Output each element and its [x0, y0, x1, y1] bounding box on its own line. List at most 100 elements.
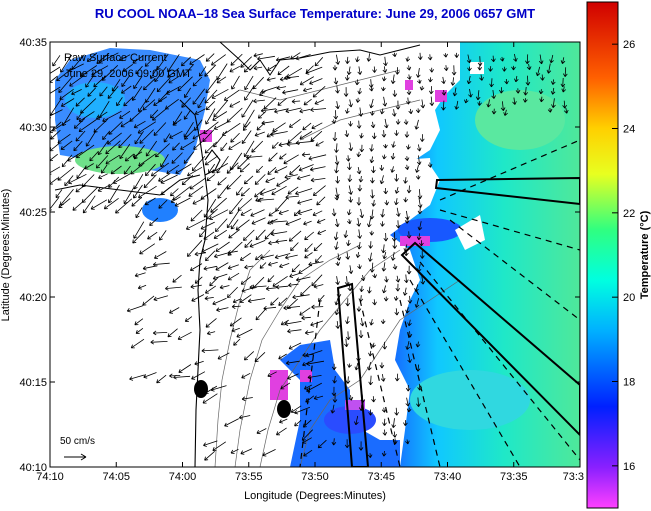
current-vector [201, 243, 219, 253]
current-vector [405, 56, 411, 62]
current-vector [512, 97, 517, 105]
current-vector [500, 101, 506, 111]
current-vector [227, 286, 238, 298]
scale-label: 50 cm/s [60, 436, 95, 447]
current-vector [130, 162, 145, 175]
current-vector [264, 229, 275, 240]
current-vector [231, 327, 240, 333]
current-vector [343, 230, 349, 238]
current-vector [256, 428, 267, 435]
current-vector [142, 99, 156, 111]
current-vector [310, 107, 327, 113]
current-vector [369, 98, 374, 109]
current-vector [152, 107, 168, 121]
current-vector [370, 189, 375, 199]
current-vector [102, 131, 110, 140]
current-vector [181, 97, 191, 108]
current-vector [167, 54, 180, 73]
current-vector [275, 56, 291, 62]
sst-patch [65, 82, 125, 118]
current-vector [97, 140, 109, 156]
current-vector [133, 75, 143, 89]
current-vector [211, 54, 226, 66]
current-vector [236, 328, 253, 338]
current-vector [60, 54, 73, 73]
current-vector [299, 131, 313, 140]
current-vector [354, 415, 359, 426]
current-vector [305, 66, 323, 75]
current-vector [163, 133, 171, 143]
current-vector [278, 353, 287, 360]
y-tick-label: 40:25 [19, 207, 47, 219]
current-vector [105, 154, 120, 165]
current-vector [190, 209, 203, 222]
current-vector [302, 419, 312, 428]
current-vector [405, 97, 411, 105]
current-vector [309, 78, 323, 85]
current-vector [345, 155, 351, 162]
current-vector [390, 251, 396, 261]
current-vector [464, 98, 469, 104]
current-vector [219, 284, 230, 290]
map-title: RU COOL NOAA–18 Sea Surface Temperature:… [94, 6, 536, 21]
current-vector [153, 122, 167, 136]
current-vector [86, 52, 98, 62]
current-vector [217, 352, 230, 360]
current-vector [126, 305, 144, 313]
current-vector [263, 97, 277, 110]
current-vector [344, 74, 350, 81]
current-vector [169, 373, 181, 379]
current-vector [194, 251, 207, 257]
current-vector [347, 162, 352, 171]
current-vector [160, 186, 171, 196]
current-vector [150, 65, 159, 79]
current-vector [315, 255, 322, 263]
current-vector [158, 173, 170, 182]
current-vector [143, 78, 156, 91]
current-vector [156, 77, 171, 93]
current-vector [108, 184, 120, 204]
current-vector [311, 274, 323, 287]
current-vector [131, 196, 143, 207]
current-vector [511, 65, 516, 71]
current-vector [392, 52, 397, 57]
current-vector [134, 318, 144, 326]
current-vector [369, 319, 374, 326]
current-vector [69, 74, 85, 87]
current-vector [416, 397, 421, 407]
x-tick-label: 73:55 [235, 471, 263, 483]
current-vector [404, 217, 410, 224]
current-vector [203, 265, 218, 271]
current-vector [312, 185, 326, 196]
colorbar-tick-label: 26 [623, 39, 635, 51]
current-vector [265, 177, 276, 183]
current-vector [212, 111, 228, 121]
current-vector [334, 195, 340, 201]
current-vector [230, 53, 243, 66]
current-vector [50, 166, 61, 175]
current-vector [334, 218, 340, 228]
current-vector [183, 151, 195, 164]
current-vector [525, 54, 530, 65]
current-vector [289, 273, 300, 278]
current-vector [395, 119, 401, 125]
current-vector [137, 121, 157, 134]
current-vector [403, 420, 408, 426]
current-vector [272, 141, 279, 149]
current-vector [244, 264, 254, 270]
current-vector [301, 315, 311, 321]
current-vector [503, 109, 508, 116]
current-vector [305, 350, 323, 358]
current-vector [384, 118, 389, 129]
current-vector [115, 198, 133, 214]
current-vector [333, 110, 339, 120]
current-vector [121, 85, 132, 94]
current-vector [380, 208, 386, 218]
current-vector [333, 231, 339, 241]
current-vector [241, 372, 251, 379]
current-vector [283, 305, 301, 311]
current-vector [227, 272, 240, 281]
current-vector [268, 210, 277, 217]
current-vector [169, 130, 183, 139]
